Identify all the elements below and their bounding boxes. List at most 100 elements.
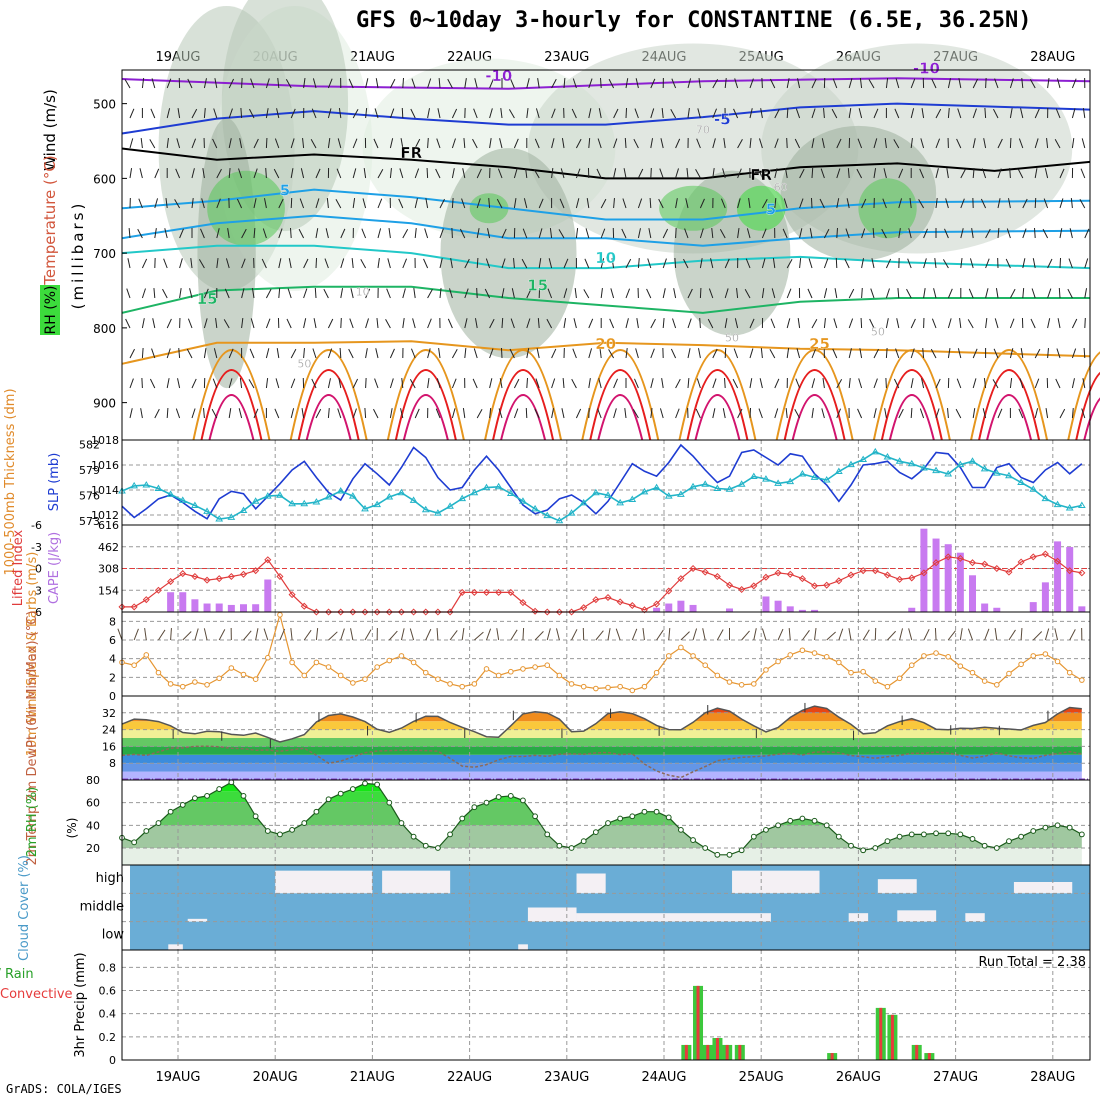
- precip-bar-convective: [890, 1014, 894, 1060]
- wind-barb: [303, 78, 306, 89]
- wind-barb: [1057, 318, 1061, 329]
- thickness-marker: [348, 492, 357, 499]
- wind-barb: [497, 168, 503, 179]
- wind-barb: [858, 378, 863, 389]
- lifted-index-marker: [750, 582, 758, 590]
- wind-barb: [489, 408, 492, 419]
- wind-barb: [826, 631, 836, 641]
- wind-barb: [551, 168, 554, 179]
- wind-barb: [211, 408, 218, 419]
- wind-barb: [797, 318, 801, 329]
- wind-barb: [959, 628, 963, 641]
- wind-barb: [327, 348, 333, 359]
- wind-barb: [600, 258, 605, 269]
- wind-barb: [427, 137, 429, 149]
- wind-barb: [595, 630, 604, 641]
- rh-marker: [325, 796, 332, 803]
- thickness-marker: [543, 511, 552, 519]
- wind-barb: [462, 168, 466, 179]
- wind-speed-marker: [447, 681, 453, 687]
- wind-barb: [1044, 628, 1050, 641]
- lifted-index-marker: [883, 571, 891, 579]
- wind-barb: [811, 319, 818, 329]
- wind-barb: [1042, 228, 1049, 239]
- wind-barb: [191, 108, 198, 119]
- x-tick-label-bottom: 28AUG: [1030, 1070, 1075, 1085]
- wind-barb: [1055, 108, 1061, 119]
- isotherm-label: -5: [714, 111, 731, 129]
- wind-barb: [795, 378, 801, 389]
- wind-barb: [674, 257, 677, 269]
- wind-barb: [736, 288, 739, 299]
- cloud-row-label: middle: [80, 899, 124, 914]
- x-tick-label-bottom: 20AUG: [253, 1070, 298, 1085]
- wind-barb: [732, 378, 739, 389]
- wind-barb: [563, 288, 568, 299]
- wind-barb: [1071, 318, 1078, 329]
- wind-barb: [972, 78, 979, 89]
- wind-barb: [198, 259, 205, 269]
- lifted-index-marker: [823, 581, 831, 589]
- left-tick-label: 3: [35, 584, 42, 597]
- lifted-index-marker: [701, 568, 709, 576]
- wind-barb: [935, 138, 941, 149]
- wind-barb: [389, 348, 395, 359]
- wind-speed-marker: [994, 682, 1000, 688]
- lifted-index-marker: [239, 570, 248, 578]
- wind-barb: [650, 78, 656, 89]
- lifted-index-marker: [835, 577, 843, 585]
- wind-barb: [325, 228, 329, 239]
- rh-marker: [678, 826, 684, 833]
- rh-marker: [544, 831, 551, 838]
- wind-barb: [1034, 348, 1041, 359]
- wind-barb: [1059, 198, 1064, 209]
- wind-barb: [968, 288, 974, 299]
- wind-barb: [175, 408, 181, 419]
- cloud-block: [275, 870, 373, 894]
- wind-speed-marker: [641, 683, 648, 690]
- wind-barb: [1034, 378, 1040, 389]
- wind-barb: [1047, 288, 1052, 299]
- wind-barb: [848, 78, 853, 89]
- thickness-marker: [810, 473, 819, 480]
- thickness-marker: [458, 494, 467, 502]
- wind-barb: [934, 627, 937, 641]
- wind-barb: [402, 258, 408, 269]
- temp-band: [122, 729, 1082, 738]
- wind-speed-marker: [508, 668, 514, 675]
- wind-barb: [635, 348, 639, 359]
- thickness-marker: [713, 484, 722, 491]
- wind-speed-marker: [1054, 658, 1061, 665]
- wind-barb: [588, 378, 591, 389]
- wind-barb: [650, 108, 655, 119]
- wind-barb: [1009, 108, 1013, 119]
- wind-barb: [662, 228, 669, 239]
- wind-barb: [484, 288, 491, 299]
- series-thickness: [121, 451, 1082, 522]
- wind-barb: [213, 348, 218, 359]
- wind-barb: [1022, 228, 1027, 239]
- thickness-marker: [883, 453, 892, 460]
- surface-isotherm: [686, 369, 749, 441]
- surface-isotherm: [297, 369, 360, 441]
- wind-barb: [340, 317, 342, 329]
- y-tick-label: 2: [109, 671, 116, 684]
- rh-band: [122, 782, 1082, 792]
- thickness-marker: [434, 509, 442, 516]
- wind-barb: [885, 377, 887, 389]
- wind-barb: [463, 137, 466, 149]
- left-tick-label: 0: [35, 563, 42, 576]
- cloud-block: [965, 913, 985, 922]
- thickness-marker: [300, 499, 309, 507]
- wind-barb: [923, 628, 930, 641]
- wind-barb: [947, 348, 951, 359]
- wind-barb: [685, 198, 689, 209]
- isotherm-label: 50: [871, 325, 885, 338]
- wind-barb: [811, 378, 816, 389]
- wind-barb: [923, 288, 926, 299]
- wind-barb: [648, 228, 652, 239]
- wind-barb: [782, 228, 788, 239]
- wind-barb: [871, 258, 875, 269]
- y-tick-label: 40: [86, 819, 100, 832]
- wind-barb: [993, 108, 999, 119]
